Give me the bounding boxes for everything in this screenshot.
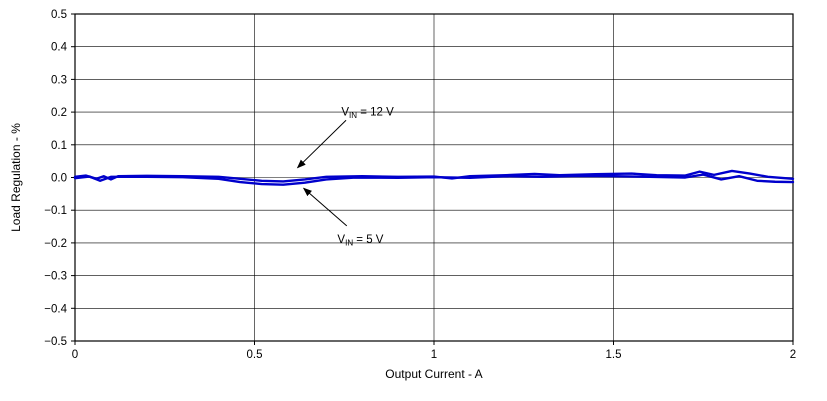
x-tick-label: 1.5 [606,349,622,361]
annotation-arrow-vin-12-v [296,119,347,169]
series-line-vin-5-v [73,173,795,186]
annotation-arrow-vin-5-v [302,187,348,227]
y-axis: 0.5 0.4 0.3 0.2 0.1 0.0 −0.1 −0.2 −0.3 −0.4 −0.5 [44,9,75,348]
annotation-label-post: = 12 V [357,106,394,118]
y-tick-label: 0.1 [51,140,67,152]
y-tick-label: 0.0 [51,173,67,185]
y-tick-label: −0.2 [44,238,67,250]
annotation-label-subscript: IN [349,111,357,120]
y-tick-label: −0.4 [44,303,67,315]
x-tick-label: 2 [790,349,796,361]
y-tick-label: 0.5 [51,9,67,21]
annotation-label-subscript: IN [345,238,353,247]
annotation-label-vin-5-v: VIN = 5 V [337,234,383,248]
x-axis-title: Output Current - A [385,367,482,381]
annotation-label-post: = 5 V [353,234,384,246]
annotation-label-vin-12-v: VIN = 12 V [341,106,394,120]
y-tick-label: 0.2 [51,107,67,119]
annotation-label-pre: V [337,234,345,246]
y-tick-label: −0.5 [44,336,67,348]
y-tick-label: 0.3 [51,74,67,86]
x-tick-label: 0.5 [247,349,263,361]
y-tick-label: −0.3 [44,271,67,283]
x-tick-label: 1 [431,349,437,361]
y-axis-title: Load Regulation - % [9,123,23,232]
y-tick-label: 0.4 [51,42,68,54]
x-axis: 0 0.5 1 1.5 2 [72,341,796,361]
annotation-label-pre: V [341,106,349,118]
x-tick-label: 0 [72,349,78,361]
y-tick-label: −0.1 [44,205,67,217]
